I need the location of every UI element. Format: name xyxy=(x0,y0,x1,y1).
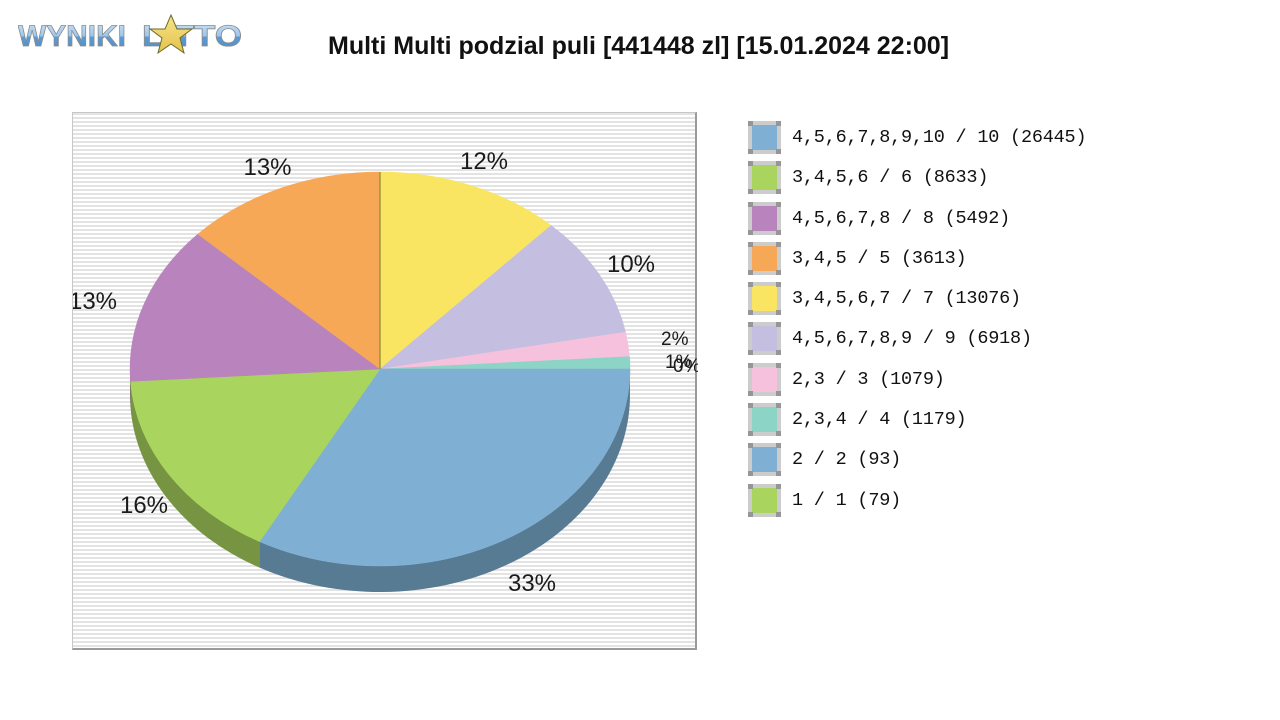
svg-text:WYNIKI: WYNIKI xyxy=(18,20,126,53)
svg-text:16%: 16% xyxy=(120,492,168,519)
svg-text:2%: 2% xyxy=(661,329,689,350)
svg-text:10%: 10% xyxy=(607,251,655,278)
svg-text:0%: 0% xyxy=(673,356,698,377)
svg-text:13%: 13% xyxy=(73,288,117,315)
svg-text:L TTO: L TTO xyxy=(142,20,242,53)
svg-text:12%: 12% xyxy=(460,148,508,175)
svg-text:33%: 33% xyxy=(508,570,556,597)
svg-text:13%: 13% xyxy=(243,154,291,181)
